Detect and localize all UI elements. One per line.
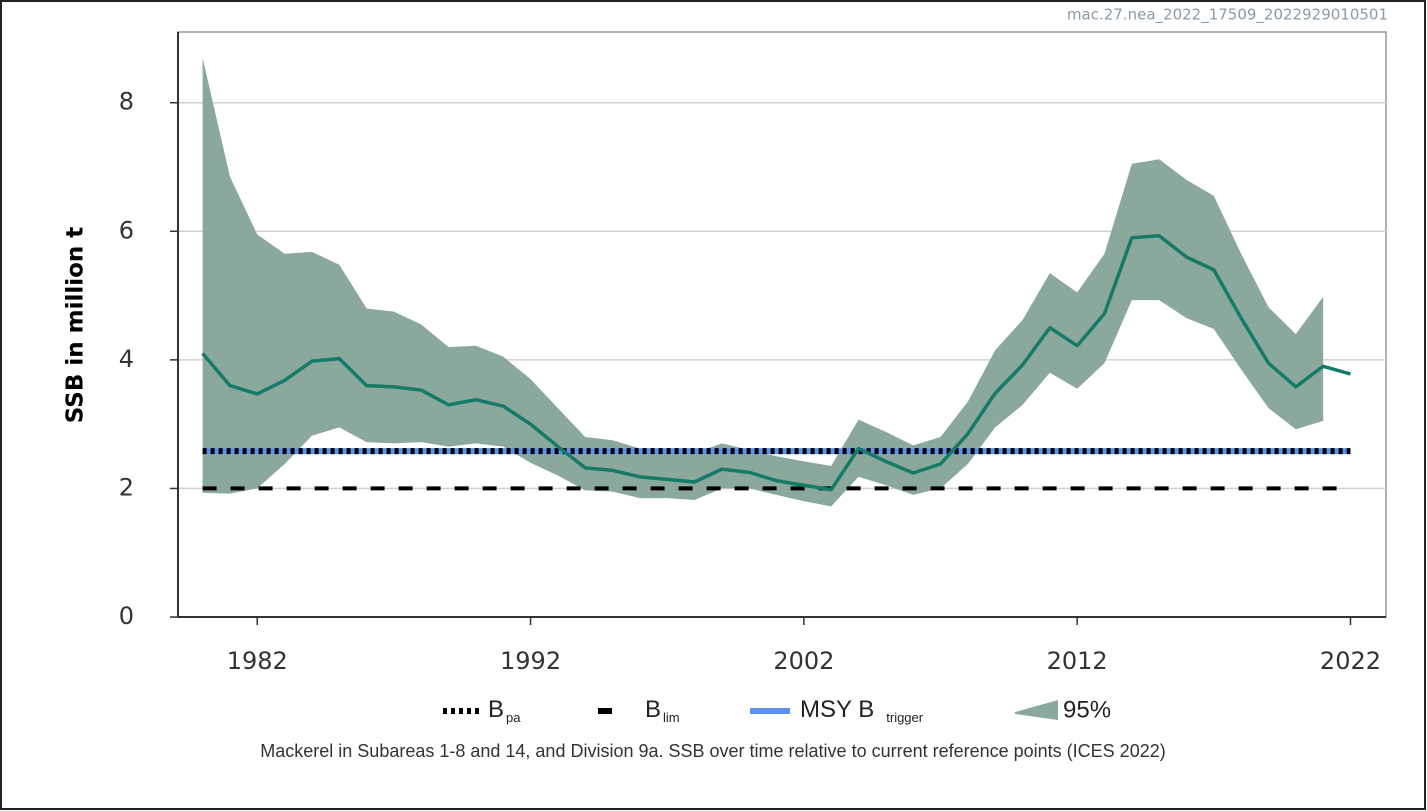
legend-name: B bbox=[645, 696, 661, 723]
legend-swatch bbox=[1015, 700, 1058, 720]
legend-label: 95% bbox=[1063, 696, 1111, 723]
x-tick-label: 1992 bbox=[500, 647, 561, 675]
legend-subscript: lim bbox=[663, 710, 680, 725]
legend-label: MSY B trigger bbox=[800, 696, 924, 725]
y-axis-label: SSB in million t bbox=[63, 227, 89, 424]
ssb-line bbox=[201, 234, 1351, 492]
x-tick-label: 2012 bbox=[1047, 647, 1108, 675]
confidence-band bbox=[202, 57, 1324, 507]
legend-name: B bbox=[488, 696, 504, 723]
y-tick-label: 0 bbox=[119, 602, 134, 630]
y-tick-label: 4 bbox=[119, 345, 134, 373]
x-tick-label: 1982 bbox=[227, 647, 288, 675]
x-tick-label: 2022 bbox=[1320, 647, 1381, 675]
y-tick-label: 8 bbox=[119, 88, 134, 116]
watermark: mac.27.nea_2022_17509_2022929010501 bbox=[1067, 6, 1388, 25]
y-tick-label: 2 bbox=[119, 473, 134, 501]
legend-subscript: pa bbox=[506, 710, 521, 725]
legend-name: MSY B bbox=[800, 696, 874, 723]
x-tick-label: 2002 bbox=[773, 647, 834, 675]
y-tick-label: 6 bbox=[119, 216, 134, 244]
legend-subscript: trigger bbox=[886, 710, 924, 725]
caption: Mackerel in Subareas 1-8 and 14, and Div… bbox=[260, 741, 1165, 761]
